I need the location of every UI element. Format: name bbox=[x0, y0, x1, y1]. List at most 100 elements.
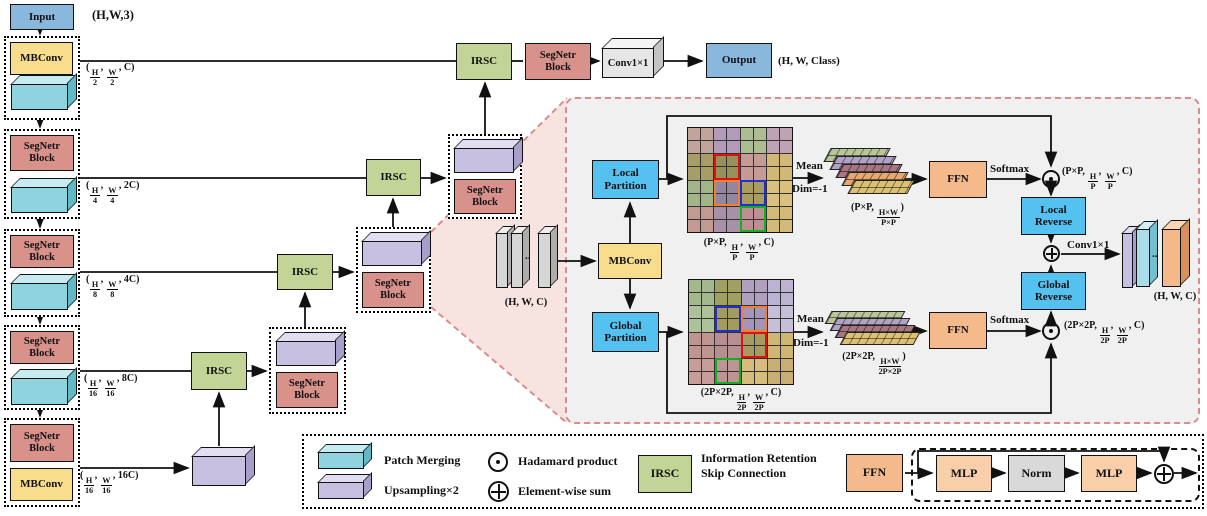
partition-outline bbox=[715, 306, 741, 332]
grid-cell bbox=[753, 219, 766, 232]
feature-slab-1 bbox=[496, 233, 508, 288]
legend-box bbox=[302, 434, 1204, 509]
grid-cell bbox=[780, 345, 793, 358]
grid-cell bbox=[741, 280, 754, 293]
grid-cell bbox=[728, 319, 741, 332]
grid-cell bbox=[727, 180, 740, 193]
grid-cell bbox=[715, 319, 728, 332]
global-partition-label: Global Partition bbox=[604, 319, 647, 344]
upsampling-slab-2 bbox=[454, 148, 514, 173]
grid-cell bbox=[741, 306, 754, 319]
grid-cell bbox=[754, 358, 767, 371]
conv1x1-label: Conv1×1 bbox=[607, 57, 649, 69]
upsampling-legend-icon bbox=[318, 482, 364, 499]
grid-cell bbox=[701, 193, 714, 206]
segnetr-label: SegNetr Block bbox=[466, 184, 504, 208]
token-strip bbox=[847, 180, 915, 194]
grid-cell bbox=[701, 206, 714, 219]
mlp-box-1: MLP bbox=[936, 455, 992, 492]
segnetr-block-enc5: SegNetr Block bbox=[10, 424, 74, 462]
mean-label-global: Mean bbox=[797, 313, 824, 325]
softmax-label-global: Softmax bbox=[990, 314, 1030, 326]
grid-cell bbox=[754, 345, 767, 358]
grid-cell bbox=[688, 180, 701, 193]
partition-outline bbox=[740, 206, 766, 232]
segnetr-block-enc4: SegNetr Block bbox=[10, 331, 74, 364]
global-token-dims: (2P×2P, H×W 2P×2P) bbox=[842, 351, 906, 376]
global-partition-grid bbox=[688, 279, 794, 385]
grid-cell bbox=[779, 128, 792, 141]
grid-cell bbox=[740, 167, 753, 180]
grid-cell bbox=[780, 332, 793, 345]
global-grid-dims: (2P×2P, H 2P, W 2P, C) bbox=[700, 387, 782, 412]
grid-cell bbox=[727, 141, 740, 154]
grid-cell bbox=[753, 141, 766, 154]
output-dims-label: (H, W, Class) bbox=[778, 55, 840, 67]
grid-cell bbox=[715, 371, 728, 384]
feature-slab-3 bbox=[538, 233, 551, 288]
grid-cell bbox=[688, 154, 701, 167]
grid-cell bbox=[714, 206, 727, 219]
grid-cell bbox=[779, 193, 792, 206]
grid-cell bbox=[688, 167, 701, 180]
grid-cell bbox=[702, 371, 715, 384]
mlp-label: MLP bbox=[1095, 465, 1123, 480]
grid-cell bbox=[767, 358, 780, 371]
ffn-label: FFN bbox=[862, 465, 887, 480]
hadamard-icon-local bbox=[1042, 170, 1060, 188]
irsc-legend-label: Information Retention Skip Connection bbox=[701, 451, 817, 480]
grid-cell bbox=[688, 193, 701, 206]
ffn-label: FFN bbox=[947, 173, 969, 186]
irsc-box-2: IRSC bbox=[366, 159, 421, 196]
grid-cell bbox=[728, 358, 741, 371]
irsc-label: IRSC bbox=[205, 364, 233, 377]
grid-cell bbox=[766, 180, 779, 193]
grid-cell bbox=[728, 332, 741, 345]
grid-cell bbox=[727, 154, 740, 167]
irsc-label: IRSC bbox=[380, 171, 407, 184]
panel-output-dims: (H, W, C) bbox=[1153, 291, 1197, 302]
grid-cell bbox=[779, 206, 792, 219]
grid-cell bbox=[767, 319, 780, 332]
segnetr-label: SegNetr Block bbox=[23, 431, 61, 454]
softmax-label-local: Softmax bbox=[990, 163, 1030, 175]
grid-cell bbox=[740, 206, 753, 219]
grid-cell bbox=[714, 154, 727, 167]
grid-cell bbox=[754, 319, 767, 332]
grid-cell bbox=[689, 345, 702, 358]
grid-cell bbox=[754, 306, 767, 319]
grid-cell bbox=[741, 345, 754, 358]
grid-cell bbox=[767, 306, 780, 319]
grid-cell bbox=[702, 280, 715, 293]
grid-cell bbox=[714, 128, 727, 141]
grid-cell bbox=[728, 345, 741, 358]
grid-cell bbox=[689, 371, 702, 384]
irsc-label: IRSC bbox=[291, 265, 319, 278]
grid-cell bbox=[740, 219, 753, 232]
local-partition-label: Local Partition bbox=[604, 167, 647, 192]
grid-cell bbox=[740, 128, 753, 141]
grid-cell bbox=[689, 306, 702, 319]
grid-cell bbox=[727, 167, 740, 180]
grid-cell bbox=[702, 358, 715, 371]
grid-cell bbox=[779, 154, 792, 167]
partition-outline bbox=[741, 306, 767, 332]
grid-cell bbox=[780, 280, 793, 293]
dim-label-local: Dim=-1 bbox=[792, 183, 828, 195]
mean-label-local: Mean bbox=[796, 160, 823, 172]
grid-cell bbox=[714, 193, 727, 206]
mbconv-label: MBConv bbox=[20, 478, 63, 491]
grid-cell bbox=[754, 332, 767, 345]
partition-outline bbox=[715, 358, 741, 384]
grid-cell bbox=[702, 306, 715, 319]
input-box: Input bbox=[10, 4, 74, 30]
grid-cell bbox=[702, 332, 715, 345]
sum-icon-panel bbox=[1043, 245, 1060, 262]
grid-cell bbox=[780, 319, 793, 332]
upsampling-slab-4 bbox=[276, 341, 336, 366]
grid-cell bbox=[727, 219, 740, 232]
